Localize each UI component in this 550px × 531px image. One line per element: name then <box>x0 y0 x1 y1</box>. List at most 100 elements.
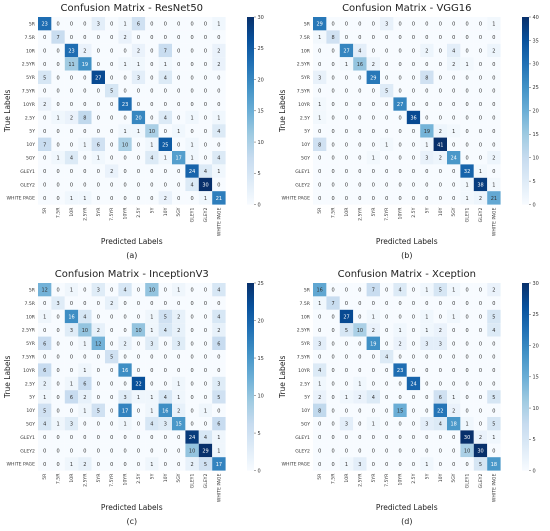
cell-value-label: 0 <box>318 183 321 189</box>
cell-value-label: 0 <box>83 75 86 81</box>
y-tick-label-2-5yr: 2.5YR <box>22 62 36 68</box>
heatmap-cell <box>380 323 394 337</box>
cell-value-label: 22 <box>135 382 141 388</box>
cell-value-label: 2 <box>177 328 180 334</box>
heatmap-cell <box>105 43 119 58</box>
cell-value-label: 4 <box>204 435 207 441</box>
cell-value-label: 1 <box>217 435 220 441</box>
heatmap-cell <box>487 309 501 324</box>
heatmap-cell <box>118 137 132 151</box>
heatmap-cell <box>38 137 52 151</box>
heatmap-cell <box>198 164 213 178</box>
cell-value-label: 30 <box>202 183 208 189</box>
heatmap-cell <box>198 177 213 192</box>
heatmap-cell <box>393 376 407 391</box>
heatmap-cell <box>198 30 213 44</box>
heatmap-cell <box>447 296 461 310</box>
heatmap-cell <box>313 457 327 471</box>
heatmap-cell <box>473 403 488 417</box>
heatmap-cell <box>118 97 132 111</box>
heatmap-cell <box>393 430 407 444</box>
cell-value-label: 0 <box>204 89 207 95</box>
cell-value-label: 0 <box>70 89 73 95</box>
heatmap-cell <box>326 363 340 377</box>
heatmap-cell <box>313 70 327 84</box>
cell-value-label: 0 <box>191 395 194 401</box>
heatmap-cell <box>433 110 447 125</box>
heatmap-cell <box>380 164 394 178</box>
cell-value-label: 0 <box>332 408 335 414</box>
heatmap-cell <box>212 17 226 31</box>
cell-value-label: 0 <box>332 62 335 68</box>
heatmap-cell <box>393 403 407 417</box>
cell-value-label: 0 <box>452 89 455 95</box>
cell-value-label: 0 <box>492 62 495 68</box>
cell-value-label: 1 <box>466 422 469 428</box>
cell-value-label: 0 <box>345 449 348 455</box>
heatmap-cell <box>91 376 105 391</box>
heatmap-cell <box>406 350 421 364</box>
heatmap-cell <box>91 350 105 364</box>
heatmap-cell <box>366 57 380 71</box>
cell-value-label: 0 <box>43 35 46 41</box>
heatmap-cell <box>447 43 461 58</box>
cell-value-label: 0 <box>57 382 60 388</box>
heatmap-cell <box>460 336 474 350</box>
heatmap-cell <box>473 417 488 431</box>
cell-value-label: 0 <box>70 35 73 41</box>
heatmap-cell <box>105 97 119 111</box>
heatmap-cell <box>145 137 159 151</box>
heatmap-cell <box>313 124 327 138</box>
heatmap-cell <box>131 84 146 98</box>
heatmap-cell <box>91 430 105 444</box>
heatmap-cell <box>433 84 447 98</box>
cell-value-label: 0 <box>332 183 335 189</box>
cell-value-label: 3 <box>318 75 321 81</box>
heatmap-cell <box>91 457 105 471</box>
heatmap-cell <box>473 84 488 98</box>
heatmap-cell <box>145 390 159 404</box>
cell-value-label: 0 <box>204 382 207 388</box>
heatmap-cell <box>64 164 79 178</box>
heatmap-cell <box>198 323 213 337</box>
cell-value-label: 0 <box>57 288 60 294</box>
heatmap-cell <box>38 296 52 310</box>
cell-value-label: 0 <box>204 35 207 41</box>
heatmap-cell <box>172 43 186 58</box>
x-tick-label-5yr: 5YR <box>96 207 102 217</box>
heatmap-cell <box>380 350 394 364</box>
heatmap-cell <box>145 430 159 444</box>
cell-value-label: 1 <box>137 129 140 135</box>
colorbar-tick-label: 30 <box>258 15 264 21</box>
heatmap-cell <box>198 191 213 205</box>
cell-value-label: 1 <box>150 462 153 468</box>
cell-value-label: 2 <box>439 328 442 334</box>
heatmap-cell <box>393 17 407 31</box>
cell-value-label: 1 <box>492 22 495 28</box>
cell-value-label: 0 <box>372 462 375 468</box>
cell-value-label: 0 <box>439 196 442 202</box>
cell-value-label: 36 <box>410 116 416 122</box>
cell-value-label: 0 <box>399 435 402 441</box>
heatmap-cell <box>420 296 434 310</box>
heatmap-cell <box>460 70 474 84</box>
cell-value-label: 2 <box>83 395 86 401</box>
cell-value-label: 0 <box>110 196 113 202</box>
heatmap-cell <box>78 283 92 297</box>
heatmap-cell <box>131 17 146 31</box>
y-tick-label-7-5yr: 7.5YR <box>22 355 36 361</box>
cell-value-label: 0 <box>345 355 348 361</box>
heatmap-cell <box>64 84 79 98</box>
cell-value-label: 2 <box>110 301 113 307</box>
heatmap-cell <box>131 30 146 44</box>
cell-value-label: 41 <box>437 142 443 148</box>
heatmap-cell <box>64 457 79 471</box>
heatmap-cell <box>420 390 434 404</box>
heatmap-cell <box>447 283 461 297</box>
heatmap-cell <box>78 296 92 310</box>
heatmap-cell <box>131 283 146 297</box>
cell-value-label: 0 <box>425 89 428 95</box>
cell-value-label: 5 <box>385 89 388 95</box>
